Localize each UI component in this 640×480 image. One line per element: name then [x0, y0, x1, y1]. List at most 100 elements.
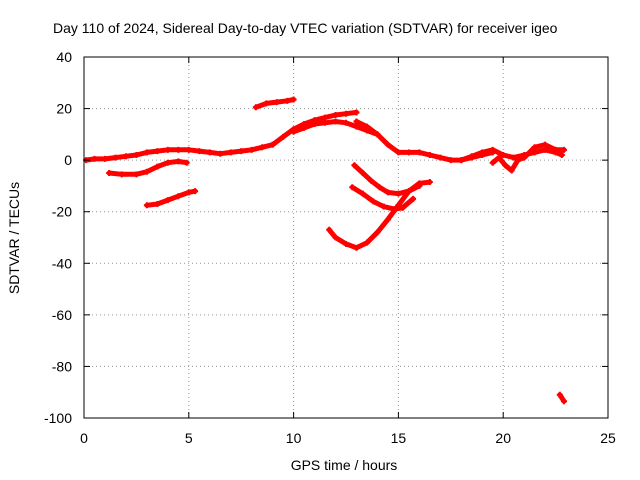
- data-point: [273, 99, 280, 106]
- data-point: [405, 188, 412, 195]
- data-point: [332, 234, 339, 241]
- y-tick-label: 20: [56, 101, 72, 117]
- x-tick-label: 25: [600, 430, 616, 446]
- data-point: [353, 244, 360, 251]
- data-point: [101, 155, 108, 162]
- data-point: [374, 131, 381, 138]
- data-point: [332, 112, 339, 119]
- data-point: [259, 144, 266, 151]
- y-tick-label: -100: [44, 410, 72, 426]
- x-tick-label: 15: [391, 430, 407, 446]
- data-point: [359, 190, 366, 197]
- data-point: [510, 154, 517, 161]
- x-tick-label: 20: [495, 430, 511, 446]
- data-point: [175, 146, 182, 153]
- series-high-arc: [252, 96, 297, 111]
- data-point: [118, 171, 125, 178]
- data-point: [252, 104, 259, 111]
- y-tick-label: 0: [64, 152, 72, 168]
- data-point: [416, 149, 423, 156]
- data-point: [363, 239, 370, 246]
- data-point: [154, 200, 161, 207]
- data-point: [376, 184, 383, 191]
- x-tick-label: 5: [185, 430, 193, 446]
- data-point: [391, 206, 398, 213]
- series-baseline-early: [83, 141, 276, 164]
- data-point: [284, 97, 291, 104]
- series-dip-mid-2: [351, 162, 423, 197]
- data-point: [410, 195, 417, 202]
- data-point: [531, 144, 538, 151]
- data-point: [349, 184, 356, 191]
- y-tick-label: -20: [52, 204, 72, 220]
- data-point: [322, 114, 329, 121]
- data-point: [370, 198, 377, 205]
- y-tick-label: -80: [52, 358, 72, 374]
- data-point: [185, 146, 192, 153]
- series-outlier: [556, 391, 567, 405]
- data-point: [405, 149, 412, 156]
- data-point: [558, 151, 565, 158]
- data-point: [164, 146, 171, 153]
- data-point: [185, 189, 192, 196]
- data-point: [206, 149, 213, 156]
- series-trace: [490, 142, 567, 173]
- y-tick-label: -60: [52, 307, 72, 323]
- data-point: [192, 188, 199, 195]
- data-point: [133, 151, 140, 158]
- data-point: [353, 109, 360, 116]
- data-point: [143, 202, 150, 209]
- x-axis-label: GPS time / hours: [291, 457, 398, 473]
- data-point: [248, 146, 255, 153]
- data-point: [133, 171, 140, 178]
- data-point: [542, 141, 549, 148]
- series-deep-branch-early: [143, 188, 199, 209]
- series-late-wiggle: [489, 141, 567, 174]
- data-point: [183, 159, 190, 166]
- y-axis-label: SDTVAR / TECUs: [6, 182, 22, 294]
- data-point: [384, 189, 391, 196]
- data-point: [154, 163, 161, 170]
- data-point: [175, 158, 182, 165]
- data-point: [301, 124, 308, 131]
- data-point: [395, 149, 402, 156]
- plot-frame: [83, 56, 609, 419]
- series-lower-branch-early: [106, 158, 190, 178]
- data-point: [489, 159, 496, 166]
- x-tick-label: 0: [80, 430, 88, 446]
- data-point: [122, 153, 129, 160]
- data-point: [353, 123, 360, 130]
- data-point: [426, 151, 433, 158]
- data-point: [468, 153, 475, 160]
- data-point: [447, 157, 454, 164]
- data-point: [269, 141, 276, 148]
- data-point: [374, 229, 381, 236]
- data-point: [500, 151, 507, 158]
- data-point: [560, 398, 567, 405]
- data-point: [508, 167, 515, 174]
- series-trace: [326, 179, 433, 251]
- data-point: [175, 193, 182, 200]
- data-point: [384, 216, 391, 223]
- data-point: [353, 118, 360, 125]
- data-point: [359, 170, 366, 177]
- data-point: [368, 177, 375, 184]
- series-dip-mid-1: [349, 184, 417, 213]
- data-point: [112, 154, 119, 161]
- data-point: [238, 148, 245, 155]
- data-point: [280, 133, 287, 140]
- series-mid-rise: [269, 109, 360, 148]
- data-point: [326, 226, 333, 233]
- data-point: [343, 110, 349, 117]
- y-tick-label: -40: [52, 255, 72, 271]
- data-point: [560, 146, 567, 153]
- data-point: [458, 157, 465, 164]
- data-point: [143, 168, 150, 175]
- data-marks: [83, 96, 567, 405]
- data-point: [521, 154, 528, 161]
- data-point: [164, 159, 171, 166]
- data-point: [351, 162, 358, 169]
- data-point: [489, 146, 496, 153]
- data-point: [514, 157, 521, 164]
